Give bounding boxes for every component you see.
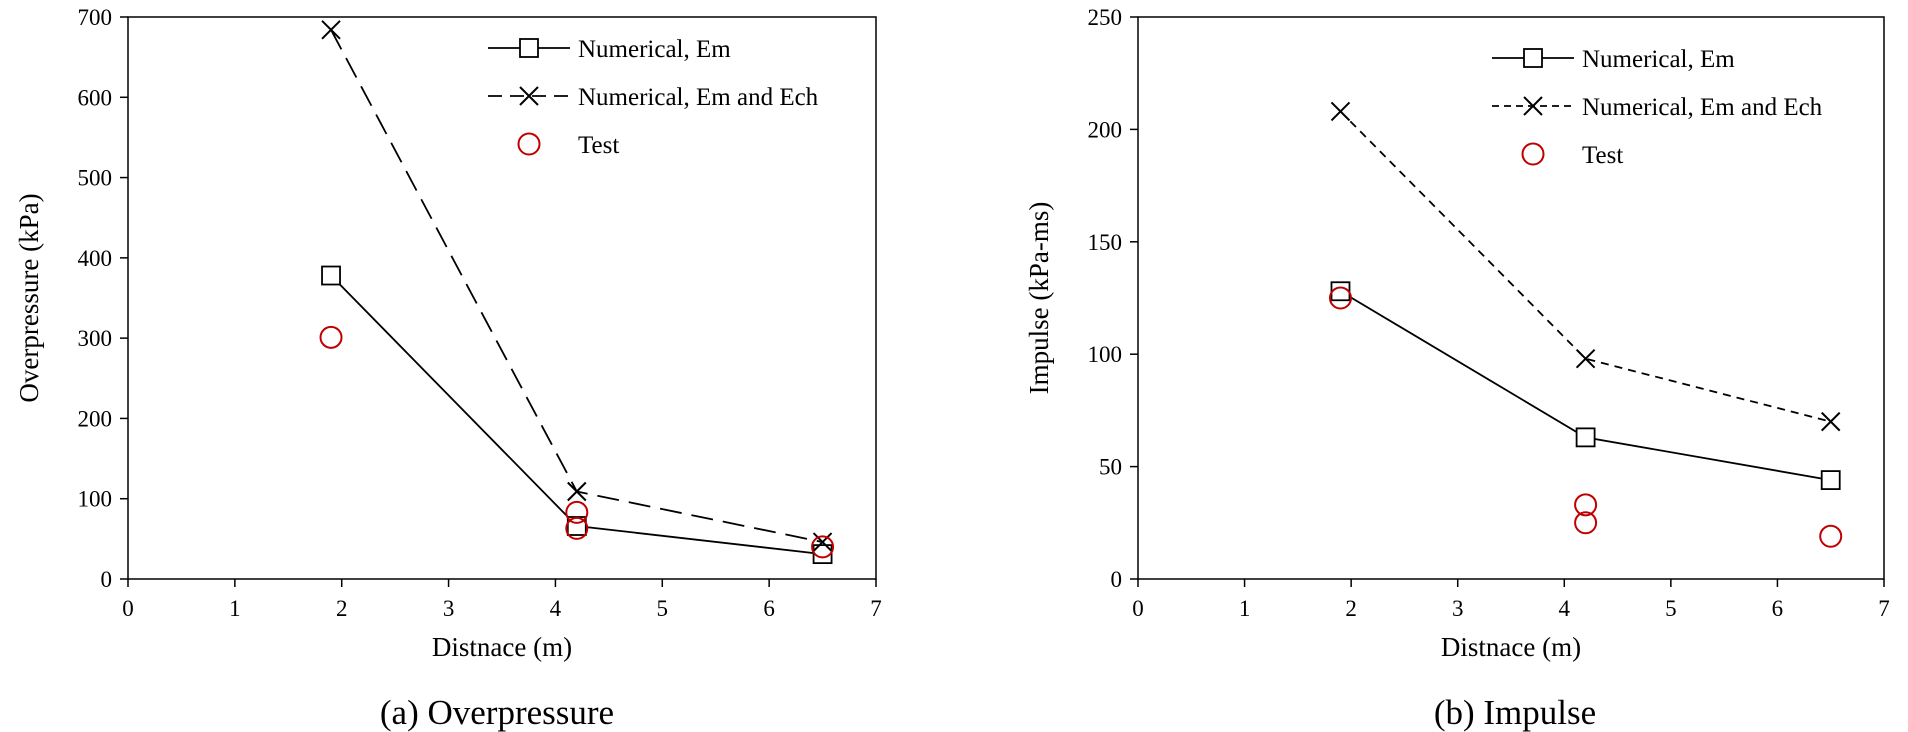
x-axis-label: Distnace (m) [1441, 632, 1581, 662]
x-tick-label: 0 [122, 596, 134, 621]
x-tick-label: 6 [763, 596, 775, 621]
y-tick-label: 500 [78, 166, 113, 191]
data-point-circle [1819, 524, 1843, 548]
y-tick-label: 250 [1088, 5, 1123, 30]
y-tick-label: 0 [1111, 567, 1123, 592]
data-point-square [812, 544, 833, 565]
x-tick-label: 5 [1665, 596, 1677, 621]
x-axis-label: Distnace (m) [432, 632, 572, 662]
legend-label: Numerical, Em [1582, 46, 1735, 73]
x-tick-label: 2 [1345, 596, 1357, 621]
data-point-circle [319, 325, 343, 349]
legend: Numerical, Em Numerical, Em and Ech Test [1492, 46, 1823, 169]
series-line [330, 274, 823, 556]
legend-marker-circle [517, 132, 541, 156]
x-tick-label: 5 [657, 596, 669, 621]
data-point-square [1330, 281, 1351, 302]
data-point-square [321, 265, 341, 286]
plot-frame [127, 16, 877, 580]
series-2 [1328, 286, 1843, 548]
data-point-x [1330, 101, 1351, 122]
chart-panel-overpressure: 0 1 2 3 4 5 6 7 0 100 200 300 400 500 600 700 Distnace (… [14, 5, 882, 732]
x-tick-label: 1 [1239, 596, 1251, 621]
x-tick-label: 2 [336, 596, 348, 621]
legend-marker-circle [1521, 142, 1545, 166]
legend: Numerical, Em Numerical, Em and Ech Test [488, 36, 819, 159]
x-tick-label: 3 [1452, 596, 1464, 621]
x-tick-label: 7 [870, 596, 882, 621]
x-tick-label: 4 [550, 596, 562, 621]
series-2 [319, 325, 835, 559]
chart-panel-impulse: 0 1 2 3 4 5 6 7 0 50 100 150 200 250 Distnace (m) Impul… [1024, 5, 1890, 732]
x-tick-label: 7 [1878, 596, 1890, 621]
series-1 [321, 20, 833, 552]
chart-caption: (b) Impulse [1434, 693, 1596, 732]
data-point-x [567, 481, 587, 502]
data-point-square [1575, 427, 1596, 448]
data-point-x [812, 532, 833, 552]
data-point-circle [811, 535, 835, 559]
legend-label: Numerical, Em [578, 36, 731, 63]
data-point-circle [565, 516, 589, 540]
y-tick-label: 50 [1099, 455, 1122, 480]
series-line [1340, 290, 1831, 481]
data-point-square [1820, 470, 1841, 490]
y-tick-label: 400 [78, 246, 113, 271]
y-tick-label: 200 [78, 406, 113, 431]
chart-caption: (a) Overpressure [380, 693, 614, 732]
data-point-x [1821, 411, 1841, 432]
data-point-x [321, 20, 341, 40]
legend-marker-x [519, 86, 539, 106]
x-tick-label: 1 [229, 596, 241, 621]
legend-marker-square [519, 38, 539, 58]
x-tick-label: 3 [443, 596, 455, 621]
series-1 [1330, 101, 1841, 432]
y-tick-label: 100 [78, 487, 113, 512]
x-tick-label: 0 [1132, 596, 1144, 621]
y-tick-label: 700 [78, 5, 113, 30]
data-point-circle [1574, 493, 1598, 517]
legend-label: Test [578, 132, 619, 159]
y-tick-label: 0 [101, 567, 113, 592]
y-tick-label: 150 [1088, 230, 1123, 255]
data-point-circle [1328, 286, 1352, 310]
x-tick-label: 6 [1772, 596, 1784, 621]
y-tick-label: 100 [1088, 342, 1123, 367]
y-tick-label: 600 [78, 85, 113, 110]
legend-label: Test [1582, 142, 1623, 169]
legend-label: Numerical, Em and Ech [1582, 94, 1823, 121]
y-axis-label: Overpressure (kPa) [14, 193, 44, 402]
legend-marker-square [1523, 48, 1543, 68]
data-point-x [1575, 348, 1596, 369]
legend-marker-x [1523, 96, 1543, 116]
y-tick-label: 200 [1088, 117, 1123, 142]
y-axis-label: Impulse (kPa-ms) [1024, 202, 1054, 395]
series-0 [1330, 281, 1841, 490]
series-line [1339, 110, 1831, 423]
x-tick-label: 4 [1559, 596, 1571, 621]
data-point-circle [1574, 511, 1598, 535]
y-tick-label: 300 [78, 326, 113, 351]
legend-label: Numerical, Em and Ech [578, 84, 819, 111]
plot-frame [1137, 16, 1885, 580]
data-point-circle [565, 500, 589, 524]
